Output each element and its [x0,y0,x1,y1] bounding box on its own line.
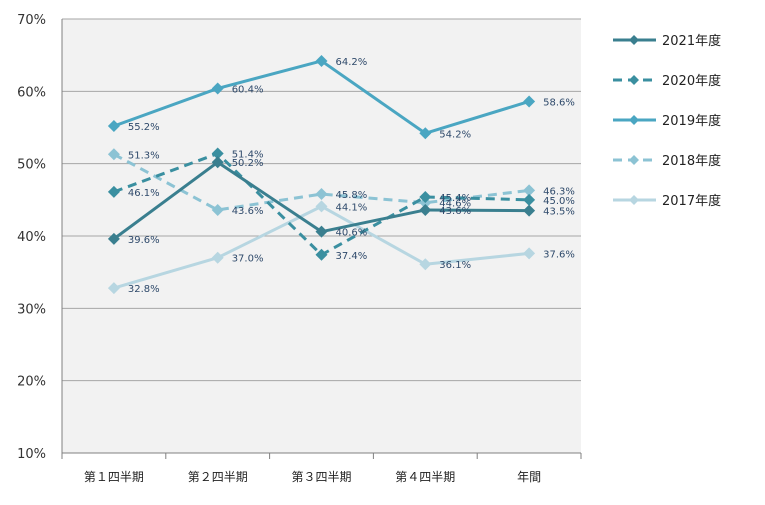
legend-item: 2021年度 [613,33,721,49]
y-tick-label: 40% [17,230,46,245]
data-label: 43.6% [439,206,471,217]
legend-item: 2019年度 [613,113,721,129]
data-labels: 39.6% 50.2% 40.6% 43.6% 43.5% 46.1% 51.4% 37.4%… [128,57,575,295]
y-tick-label: 50% [17,158,46,173]
data-label: 58.6% [543,97,575,108]
data-label: 45.4% [439,193,471,204]
data-label: 55.2% [128,122,160,133]
data-point [629,115,639,125]
data-point [629,35,639,45]
data-label: 45.8% [336,190,368,201]
data-point [629,155,639,165]
legend: 2021年度 2020年度 2019年度 2018年度 2017年度 [613,33,721,209]
data-point [107,120,120,133]
legend-item: 2020年度 [613,73,721,89]
data-label: 43.6% [232,206,264,217]
series-2017年度 [107,200,536,295]
data-label: 54.2% [439,129,471,140]
data-point [315,188,328,201]
data-point [315,54,328,67]
data-point [419,127,432,140]
data-label: 39.6% [128,235,160,246]
data-label: 37.4% [336,251,368,262]
y-tick-label: 20% [17,375,46,390]
data-label: 43.5% [543,207,575,218]
data-point [523,193,536,206]
y-tick-label: 30% [17,302,46,317]
legend-label: 2019年度 [662,113,721,129]
data-point [419,203,432,216]
data-point [107,148,120,161]
data-label: 36.1% [439,260,471,271]
data-point [523,95,536,108]
data-point [315,200,328,213]
data-label: 37.0% [232,254,264,265]
legend-label: 2020年度 [662,73,721,89]
legend-label: 2017年度 [662,193,721,209]
data-label: 37.6% [543,249,575,260]
data-point [211,147,224,160]
data-point [419,190,432,203]
data-point [629,195,639,205]
data-label: 46.3% [543,186,575,197]
data-label: 32.8% [128,284,160,295]
y-axis-ticks: 10% 20% 30% 40% 50% 60% 70% [17,13,46,462]
data-label: 51.3% [128,150,160,161]
data-label: 44.6% [439,199,471,210]
data-point [211,203,224,216]
data-point [211,251,224,264]
data-point [107,282,120,295]
data-point [211,82,224,95]
legend-item: 2017年度 [613,193,721,209]
data-label: 64.2% [336,57,368,68]
y-tick-label: 10% [17,447,46,462]
x-tick-label: 年間 [517,470,541,484]
x-tick-label: 第２四半期 [188,470,248,484]
y-tick-label: 60% [17,85,46,100]
x-tick-label: 第４四半期 [395,470,455,484]
legend-label: 2018年度 [662,153,721,169]
data-label: 46.1% [128,188,160,199]
axes [61,19,582,459]
data-point [107,185,120,198]
data-point [629,75,639,85]
series-2019年度 [107,54,536,140]
series-2021年度 [107,156,536,245]
legend-label: 2021年度 [662,33,721,49]
data-point [419,258,432,271]
data-label: 45.0% [543,196,575,207]
data-label: 60.4% [232,84,264,95]
data-point [107,232,120,245]
data-point [523,247,536,260]
x-tick-label: 第１四半期 [84,470,144,484]
x-axis-ticks: 第１四半期 第２四半期 第３四半期 第４四半期 年間 [84,470,541,484]
data-point [523,184,536,197]
series-group [107,54,536,295]
data-point [315,248,328,261]
series-2020年度 [107,147,536,261]
data-point [523,204,536,217]
data-point [315,225,328,238]
y-tick-label: 70% [17,13,46,28]
data-label: 50.2% [232,158,264,169]
x-tick-label: 第３四半期 [291,470,351,484]
data-label: 44.1% [336,202,368,213]
data-label: 51.4% [232,150,264,161]
legend-item: 2018年度 [613,153,721,169]
data-label: 40.6% [336,228,368,239]
data-point [211,156,224,169]
